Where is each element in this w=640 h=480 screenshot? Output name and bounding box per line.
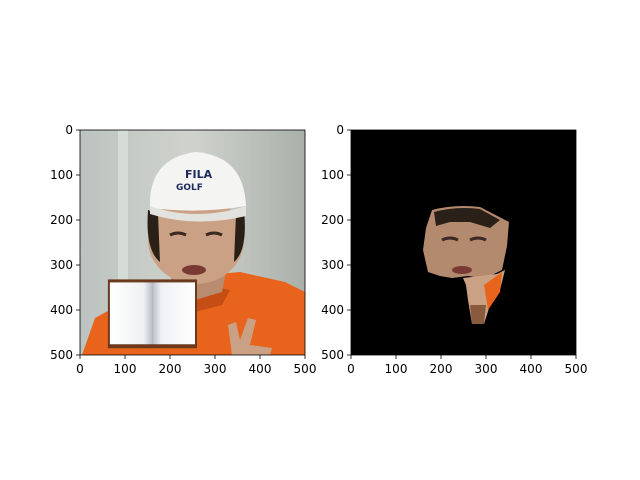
right-axes-frame	[350, 129, 577, 356]
right-ytick-label: 0	[336, 123, 344, 137]
cap-text-line2: GOLF	[176, 183, 203, 193]
cap-text-line1: FILA	[185, 168, 213, 181]
left-ytick-label: 500	[50, 348, 73, 362]
masked-face-region	[423, 206, 509, 324]
left-ytick-label: 100	[50, 168, 73, 182]
right-xtick-label: 500	[565, 362, 588, 376]
left-ytick-label: 400	[50, 303, 73, 317]
left-xtick-label: 200	[159, 362, 182, 376]
left-xtick-label: 400	[249, 362, 272, 376]
right-xtick-label: 400	[520, 362, 543, 376]
right-xtick-label: 0	[347, 362, 355, 376]
right-ytick-label: 300	[321, 258, 344, 272]
right-xtick-label: 300	[475, 362, 498, 376]
book-left-page	[109, 282, 153, 345]
right-xtick-label: 200	[430, 362, 453, 376]
left-xtick-label: 300	[204, 362, 227, 376]
right-ytick-label: 200	[321, 213, 344, 227]
left-axes-frame	[79, 129, 306, 356]
left-ytick-label: 200	[50, 213, 73, 227]
left-ytick-label: 0	[65, 123, 73, 137]
left-xtick-label: 100	[114, 362, 137, 376]
right-ytick-label: 400	[321, 303, 344, 317]
right-ytick-label: 100	[321, 168, 344, 182]
left-image-panel: FILA GOLF	[80, 130, 305, 355]
left-xtick-label: 500	[294, 362, 317, 376]
right-image-panel	[351, 130, 576, 355]
book-overlay	[107, 279, 197, 349]
left-xtick-label: 0	[76, 362, 84, 376]
right-xtick-label: 100	[385, 362, 408, 376]
left-ytick-label: 300	[50, 258, 73, 272]
book-right-page	[152, 282, 195, 345]
right-ytick-label: 500	[321, 348, 344, 362]
